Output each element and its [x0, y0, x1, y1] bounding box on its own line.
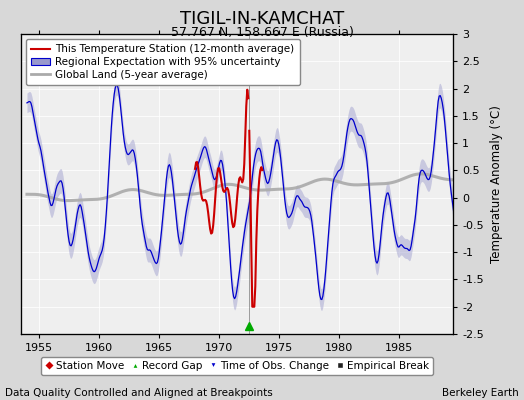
Text: Berkeley Earth: Berkeley Earth: [442, 388, 519, 398]
Text: Data Quality Controlled and Aligned at Breakpoints: Data Quality Controlled and Aligned at B…: [5, 388, 273, 398]
Text: 57.767 N, 158.667 E (Russia): 57.767 N, 158.667 E (Russia): [171, 26, 353, 39]
Y-axis label: Temperature Anomaly (°C): Temperature Anomaly (°C): [489, 105, 503, 263]
Text: TIGIL-IN-KAMCHAT: TIGIL-IN-KAMCHAT: [180, 10, 344, 28]
Legend: Station Move, Record Gap, Time of Obs. Change, Empirical Break: Station Move, Record Gap, Time of Obs. C…: [41, 357, 433, 375]
